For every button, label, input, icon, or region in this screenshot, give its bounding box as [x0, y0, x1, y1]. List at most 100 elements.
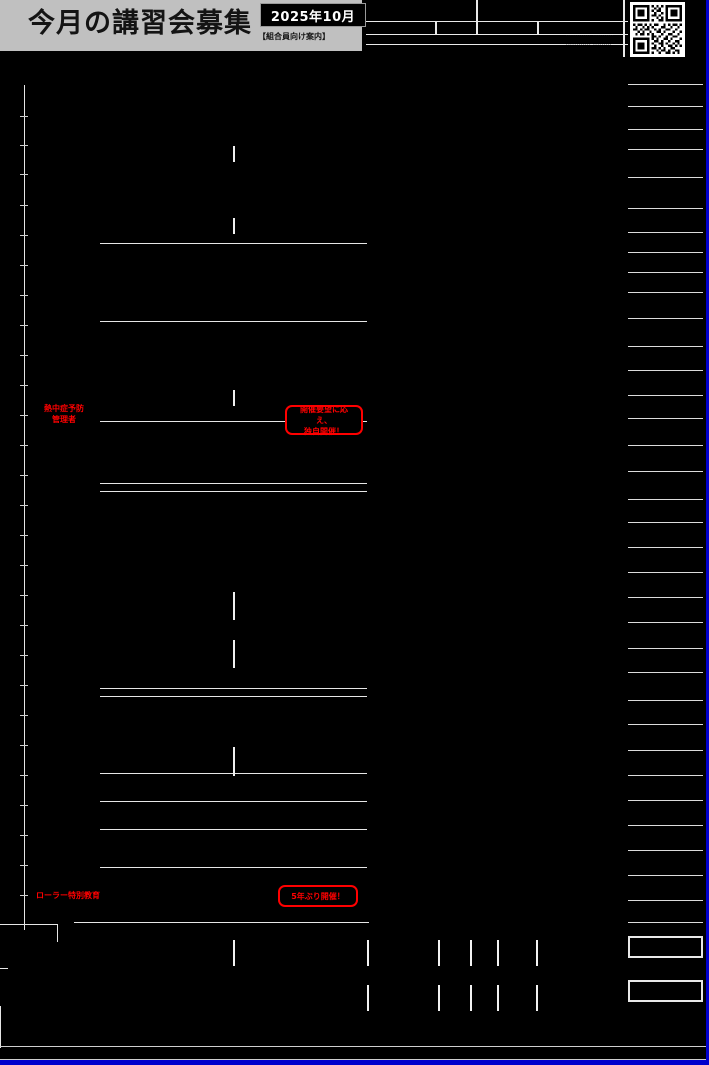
sidebar-rule: [628, 672, 703, 673]
badge-line2: 独自開催！: [304, 426, 344, 436]
annotation-label-line2: 管理者: [52, 415, 76, 424]
sidebar-box: [628, 980, 703, 1002]
annotation-label-heatstroke: 熱中症予防 管理者: [36, 403, 92, 425]
sidebar-rule: [628, 900, 703, 901]
axis-tick: [20, 805, 28, 806]
bottom-left-rule: [0, 924, 58, 925]
column-tick: [233, 390, 235, 406]
column-tick: [233, 592, 235, 608]
bottom-tick: [233, 940, 235, 966]
axis-tick: [20, 745, 28, 746]
sidebar-rule: [628, 648, 703, 649]
sidebar-rule: [628, 395, 703, 396]
bottom-tick: [497, 940, 499, 966]
sidebar-rule: [628, 471, 703, 472]
sidebar-rule: [628, 875, 703, 876]
sidebar-rule: [628, 724, 703, 725]
sidebar-rule: [628, 252, 703, 253]
axis-tick: [20, 385, 28, 386]
bottom-tick: [497, 985, 499, 1011]
table-rule: [100, 321, 367, 322]
column-tick: [233, 218, 235, 234]
column-tick: [233, 762, 235, 776]
bottom-rule: [74, 922, 369, 923]
bottom-tick: [367, 985, 369, 1011]
sidebar-rule: [628, 292, 703, 293]
axis-tick: [20, 835, 28, 836]
right-edge-bar: [706, 0, 709, 1065]
right-sidebar: [628, 60, 703, 1002]
sidebar-box: [628, 936, 703, 958]
bottom-tick: [438, 940, 440, 966]
axis-tick: [20, 505, 28, 506]
badge-line1: 5年ぶり開催！: [291, 891, 345, 901]
column-tick: [233, 640, 235, 656]
column-tick: [233, 146, 235, 162]
axis-tick: [20, 565, 28, 566]
footer-rule-secondary: [0, 1059, 709, 1060]
header-rule: [366, 34, 628, 35]
page-subtitle: 【組合員向け案内】: [258, 32, 330, 41]
header-divider: [435, 21, 437, 35]
axis-tick: [20, 595, 28, 596]
qr-code[interactable]: [630, 2, 685, 57]
sidebar-rule: [628, 572, 703, 573]
sidebar-rule: [628, 850, 703, 851]
sidebar-rule: [628, 149, 703, 150]
header-divider: [476, 21, 478, 35]
sidebar-rule: [628, 499, 703, 500]
page-title: 今月の講習会募集: [28, 8, 252, 39]
column-tick: [233, 608, 235, 620]
table-rule: [100, 483, 367, 484]
bottom-tick: [470, 985, 472, 1011]
sidebar-rule: [628, 547, 703, 548]
sidebar-rule: [628, 129, 703, 130]
sidebar-rule: [628, 272, 703, 273]
bottom-tick: [367, 940, 369, 966]
table-rule: [100, 867, 367, 868]
sidebar-rule: [628, 445, 703, 446]
axis-tick: [20, 535, 28, 536]
header-faint-text: ............ ..........: [566, 32, 615, 38]
annotation-label-line1: ローラー特別教育: [36, 891, 100, 900]
sidebar-rule: [628, 84, 703, 85]
table-rule: [100, 696, 367, 697]
left-axis-line: [24, 85, 25, 930]
sidebar-rule: [628, 208, 703, 209]
sidebar-rule: [628, 318, 703, 319]
badge-line1: 開催要望に応え、: [300, 404, 348, 425]
sidebar-rule: [628, 418, 703, 419]
axis-tick: [20, 625, 28, 626]
sidebar-rule: [628, 346, 703, 347]
header-divider: [623, 0, 625, 57]
annotation-badge-five-years: 5年ぶり開催！: [278, 885, 358, 907]
bottom-left-vline: [0, 1006, 1, 1048]
axis-tick: [20, 895, 28, 896]
sidebar-rule: [628, 522, 703, 523]
annotation-label-line1: 熱中症予防: [44, 404, 84, 413]
sidebar-rule: [628, 232, 703, 233]
qr-code-image: [633, 5, 682, 54]
axis-tick: [20, 445, 28, 446]
sidebar-rule: [628, 597, 703, 598]
axis-tick: [20, 655, 28, 656]
axis-tick: [20, 174, 28, 175]
sidebar-rule: [628, 177, 703, 178]
axis-tick: [20, 775, 28, 776]
column-tick: [233, 654, 235, 668]
axis-tick: [20, 295, 28, 296]
table-rule: [100, 829, 367, 830]
header-divider: [537, 21, 539, 35]
table-rule: [100, 421, 367, 422]
axis-tick: [20, 685, 28, 686]
annotation-label-roller: ローラー特別教育: [28, 890, 108, 901]
sidebar-rule: [628, 370, 703, 371]
bottom-tick: [470, 940, 472, 966]
sidebar-rule: [628, 622, 703, 623]
sidebar-rule: [628, 750, 703, 751]
sidebar-rule: [628, 922, 703, 923]
axis-tick: [20, 475, 28, 476]
bottom-tick: [438, 985, 440, 1011]
bottom-tick: [536, 985, 538, 1011]
